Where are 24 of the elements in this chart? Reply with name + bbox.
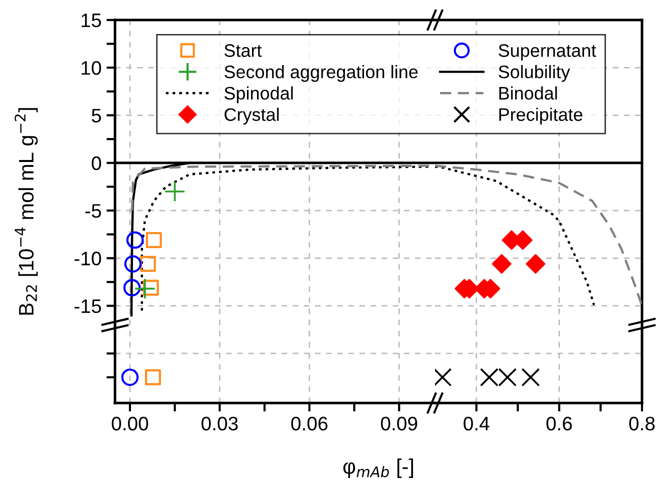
legend-label: Solubility bbox=[498, 65, 570, 82]
x-tick-label: 0.06 bbox=[291, 416, 328, 430]
x-axis-title: φ$_{mAb}$ [-] bbox=[343, 458, 413, 478]
y-tick-label: 10 bbox=[82, 61, 102, 75]
legend-label: Supernatant bbox=[498, 44, 596, 61]
legend-label: Binodal bbox=[499, 86, 557, 100]
y-tick-label: -10 bbox=[74, 252, 102, 266]
x-tick-label: 0.4 bbox=[464, 416, 490, 430]
x-tick-label: 0.8 bbox=[629, 416, 655, 430]
y-tick-label: -5 bbox=[85, 204, 101, 218]
legend-label: Start bbox=[224, 44, 262, 57]
legend-label: Precipitate bbox=[499, 108, 582, 125]
legend-label: Spinodal bbox=[224, 86, 293, 104]
legend-label: Crystal bbox=[224, 108, 279, 125]
y-tick-label: 0 bbox=[92, 156, 102, 170]
y-tick-label: -15 bbox=[74, 299, 101, 314]
x-tick-label: 0.6 bbox=[546, 416, 572, 430]
y-axis-title: B$_{22}$ [10$^{−4}$ mol mL g$^{−2}$] bbox=[14, 108, 38, 315]
y-tick-label: 15 bbox=[82, 14, 101, 28]
legend-label: Second aggregation line bbox=[224, 65, 418, 82]
x-tick-label: 0.00 bbox=[112, 416, 148, 430]
y-tick-label: 5 bbox=[92, 108, 101, 123]
x-tick-label: 0.03 bbox=[202, 416, 238, 430]
x-tick-label: 0.09 bbox=[380, 416, 418, 430]
